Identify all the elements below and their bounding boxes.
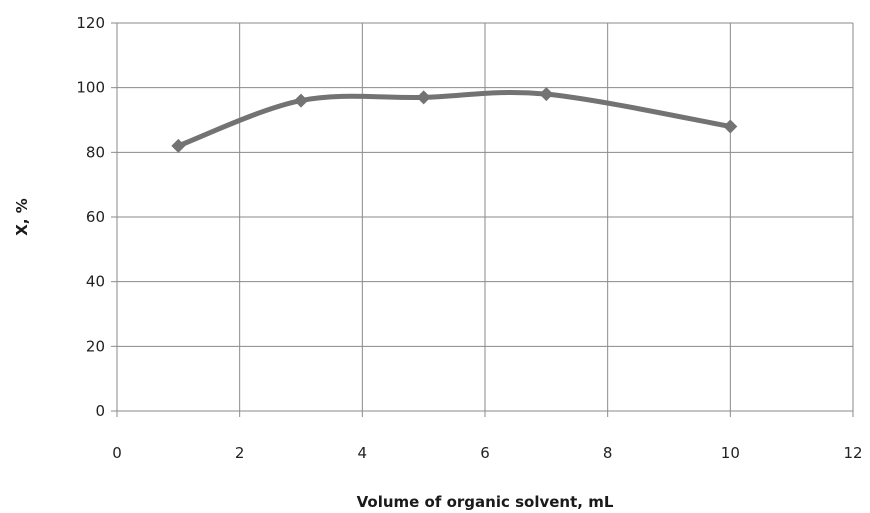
data-point-marker — [539, 87, 554, 102]
x-axis-title: Volume of organic solvent, mL — [357, 493, 614, 511]
data-point-marker — [171, 138, 186, 153]
series-line — [175, 89, 733, 149]
y-tick-label: 40 — [86, 273, 105, 291]
x-tick-label: 6 — [480, 444, 490, 462]
y-tick-label: 20 — [86, 337, 105, 355]
series — [171, 87, 738, 153]
data-point-marker — [416, 90, 431, 105]
x-tick-label: 0 — [112, 444, 122, 462]
x-tick-label: 12 — [843, 444, 862, 462]
y-tick-label: 0 — [95, 402, 105, 420]
x-tick-label: 4 — [358, 444, 368, 462]
y-axis-title: X, % — [13, 198, 31, 236]
data-point-marker — [294, 93, 308, 108]
tick-labels: 0 20 40 60 80 100 120 0 2 4 6 8 10 12 — [76, 14, 862, 462]
x-tick-label: 8 — [603, 444, 613, 462]
y-tick-label: 60 — [86, 208, 105, 226]
x-tick-label: 10 — [721, 444, 740, 462]
data-point-marker — [723, 119, 738, 134]
y-tick-label: 80 — [86, 143, 105, 161]
y-tick-label: 100 — [76, 79, 105, 97]
gridlines — [117, 22, 854, 411]
y-tick-label: 120 — [76, 14, 105, 32]
x-tick-label: 2 — [235, 444, 245, 462]
axes — [111, 22, 854, 417]
